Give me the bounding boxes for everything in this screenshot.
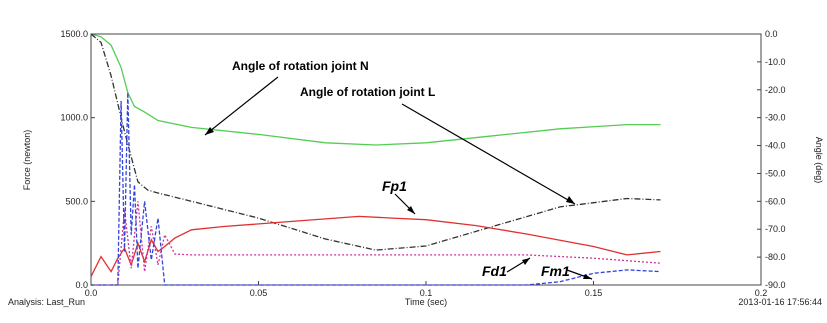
x-tick-label: 0.15 <box>585 288 603 298</box>
annotation-angle-l: Angle of rotation joint L <box>300 85 435 99</box>
plot-frame <box>90 33 762 286</box>
annotation-angle-l-arrow <box>401 103 576 205</box>
y-left-tick-label: 0.0 <box>75 280 88 290</box>
y-right-tick-label: -30.0 <box>765 113 786 123</box>
tick-layer: 0.0 0.05 0.1 0.15 0.2 0.0 500.0 1000.0 1500.0 0.0… <box>60 29 785 298</box>
annotation-angle-n-arrowhead <box>205 127 214 135</box>
x-tick-label: 0.05 <box>250 288 268 298</box>
annotation-angle-n-arrow <box>204 76 279 136</box>
y-right-tick-label: -40.0 <box>765 141 786 151</box>
y-right-tick-label: -80.0 <box>765 252 786 262</box>
annotation-fm1-arrowhead <box>583 274 592 279</box>
footer-timestamp: 2013-01-16 17:56:44 <box>738 297 822 307</box>
annotation-fp1: Fp1 <box>382 178 407 194</box>
x-axis-label: Time (sec) <box>405 297 447 307</box>
annotation-angle-l-arrowhead <box>566 196 575 204</box>
x-tick-label: 0.0 <box>85 288 98 298</box>
y-axis-left-label: Force (newton) <box>22 130 32 191</box>
y-axis-right-label: Angle (deg) <box>814 137 824 184</box>
series-line-Fm1 <box>91 92 661 286</box>
y-left-tick-label: 1500.0 <box>60 29 88 39</box>
x-tick-label: 0.2 <box>755 288 768 298</box>
annotation-fp1-arrowhead <box>407 206 415 214</box>
y-right-tick-label: -10.0 <box>765 57 786 67</box>
annotation-fd1-arrowhead <box>522 258 530 265</box>
annotation-fm1: Fm1 <box>541 263 570 279</box>
y-right-tick-label: -20.0 <box>765 85 786 95</box>
footer-analysis: Analysis: Last_Run <box>8 297 85 307</box>
annotation-fd1: Fd1 <box>482 263 507 279</box>
series-layer <box>90 33 661 286</box>
series-line-Fd1 <box>91 201 661 286</box>
annotation-angle-n: Angle of rotation joint N <box>232 59 369 73</box>
y-left-tick-label: 1000.0 <box>60 113 88 123</box>
series-line-Fp1 <box>90 215 661 277</box>
y-right-tick-label: -50.0 <box>765 168 786 178</box>
y-right-tick-label: -70.0 <box>765 224 786 234</box>
y-left-tick-label: 500.0 <box>65 196 88 206</box>
x-tick-label: 0.1 <box>420 288 433 298</box>
y-right-tick-label: -60.0 <box>765 196 786 206</box>
series-line-angle_N <box>90 33 661 146</box>
y-right-tick-label: -90.0 <box>765 280 786 290</box>
y-right-tick-label: 0.0 <box>765 29 778 39</box>
series-line-angle_L <box>90 33 661 251</box>
